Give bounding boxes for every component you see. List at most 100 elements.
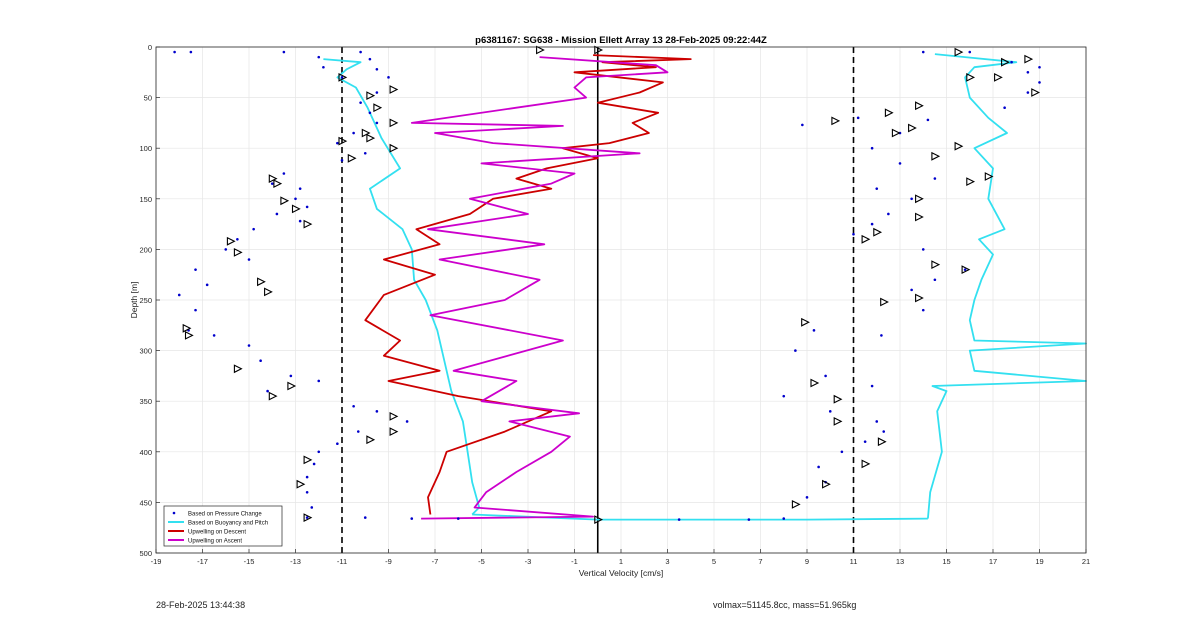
pressure-change-point — [933, 278, 937, 282]
pressure-change-point — [812, 329, 816, 332]
triangle-marker — [984, 172, 994, 181]
triangle-marker — [268, 174, 278, 183]
scatter-layer — [173, 50, 1041, 521]
pressure-change-point — [880, 334, 883, 337]
triangle-marker — [361, 128, 371, 138]
legend: Based on Pressure Change Based on Buoyanc… — [163, 505, 283, 547]
pressure-change-point — [189, 50, 193, 54]
triangle-marker — [1031, 88, 1041, 97]
series-line-upwelling-on-descent — [364, 54, 692, 515]
pressure-change-point — [405, 420, 409, 423]
footer-timestamp: 28-Feb-2025 13:44:38 — [156, 600, 246, 610]
triangle-marker — [257, 277, 266, 287]
y-tick-label: 250 — [139, 296, 152, 305]
pressure-change-point — [317, 450, 321, 454]
pressure-change-point — [387, 76, 390, 79]
plot-frame — [155, 46, 1087, 554]
pressure-change-point — [677, 518, 681, 521]
triangle-marker — [954, 141, 964, 151]
footer-vehicle-info: volmax=51145.8cc, mass=51.965kg — [713, 600, 857, 610]
pressure-change-point — [310, 506, 314, 509]
pressure-change-point — [870, 222, 874, 226]
pressure-change-point — [875, 420, 879, 423]
pressure-change-point — [317, 55, 321, 59]
triangle-marker — [373, 103, 383, 113]
pressure-change-point — [298, 219, 302, 223]
triangle-marker — [791, 500, 801, 509]
triangle-marker — [891, 128, 901, 138]
triangle-marker — [594, 45, 604, 55]
pressure-change-point — [824, 374, 827, 378]
legend-label: Based on Pressure Change — [188, 512, 262, 518]
triangle-marker — [915, 212, 924, 222]
pressure-change-point — [870, 384, 874, 388]
y-tick-label: 200 — [139, 245, 152, 254]
triangle-marker — [861, 459, 871, 469]
pressure-change-point — [363, 151, 367, 155]
pressure-change-point — [968, 50, 972, 54]
triangle-marker — [915, 101, 924, 111]
pressure-change-point — [275, 212, 279, 216]
x-tick-label: -19 — [151, 557, 162, 566]
triangle-marker — [536, 45, 545, 55]
pressure-change-point — [921, 308, 925, 312]
pressure-change-point — [352, 131, 355, 135]
triangle-marker — [831, 116, 841, 126]
y-tick-label: 400 — [139, 448, 152, 457]
triangle-marker — [884, 108, 894, 118]
triangle-marker — [389, 118, 399, 128]
series-line-based-on-buoyancy-and-pitch — [927, 53, 1087, 519]
pressure-change-point — [270, 182, 274, 185]
x-tick-label: 9 — [805, 557, 809, 566]
triangle-marker — [908, 123, 917, 133]
x-tick-label: -11 — [337, 557, 347, 566]
pressure-change-point — [305, 516, 309, 519]
pressure-change-point — [247, 258, 251, 261]
y-tick-label: 50 — [144, 94, 152, 103]
series-line-based-on-buoyancy-and-pitch — [323, 58, 481, 516]
triangle-marker — [296, 479, 306, 489]
legend-label: Upwelling on Descent — [188, 530, 246, 536]
pressure-change-point — [359, 50, 362, 54]
y-tick-label: 450 — [139, 498, 152, 507]
marker-layer — [182, 45, 1041, 524]
y-tick-label: 150 — [139, 195, 152, 204]
grid-lines — [155, 46, 1087, 554]
triangle-marker — [873, 227, 883, 237]
y-tick-label: 350 — [139, 397, 152, 406]
triangle-marker — [280, 196, 290, 206]
pressure-change-point — [852, 232, 855, 236]
pressure-change-point — [305, 205, 309, 209]
pressure-change-point — [801, 123, 804, 127]
pressure-change-point — [1026, 71, 1030, 74]
pressure-change-point — [247, 344, 251, 347]
series-layer — [323, 53, 1087, 521]
triangle-marker — [226, 236, 236, 246]
pressure-change-point — [359, 101, 362, 104]
pressure-change-point — [298, 187, 302, 190]
y-tick-label: 100 — [139, 144, 152, 153]
triangle-marker — [801, 317, 810, 327]
pressure-change-point — [817, 465, 820, 469]
x-tick-label: 13 — [896, 557, 904, 566]
pressure-change-point — [1003, 106, 1006, 110]
triangle-marker — [264, 287, 273, 297]
triangle-marker — [833, 417, 843, 426]
triangle-marker — [287, 381, 297, 391]
triangle-marker — [810, 378, 820, 388]
triangle-marker — [961, 265, 971, 274]
triangle-marker — [182, 323, 192, 333]
pressure-change-point — [322, 65, 325, 69]
x-tick-label: 3 — [665, 557, 669, 566]
pressure-change-point — [194, 308, 197, 312]
pressure-change-point — [375, 67, 379, 71]
pressure-change-point — [375, 121, 379, 125]
pressure-change-point — [266, 389, 269, 393]
x-tick-label: -15 — [244, 557, 255, 566]
pressure-change-point — [352, 404, 355, 408]
pressure-change-point — [456, 517, 460, 520]
y-tick-label: 0 — [148, 43, 152, 52]
triangle-marker — [833, 394, 843, 404]
triangle-marker — [338, 136, 348, 146]
